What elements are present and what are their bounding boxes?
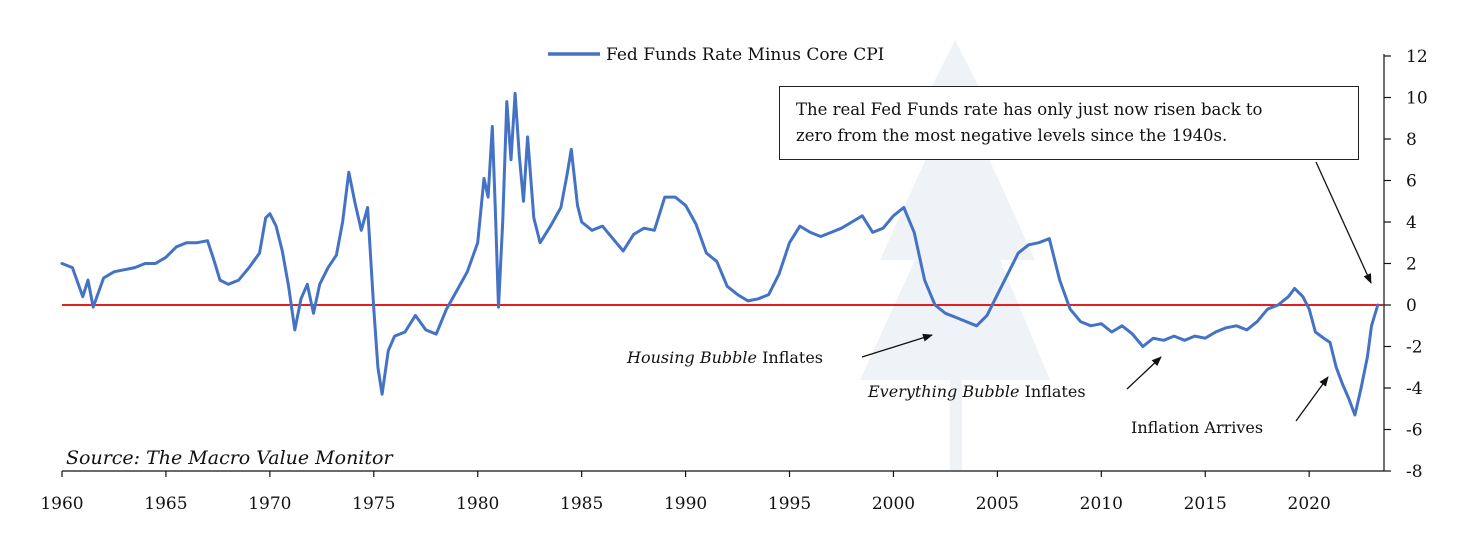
x-tick-label: 2005	[976, 494, 1019, 514]
x-axis-ticks: 1960 1965 1970 1975 1980 1985 1990 1995 2000 2005…	[40, 471, 1331, 514]
callout-box: The real Fed Funds rate has only just no…	[779, 86, 1359, 160]
y-tick-label: 12	[1406, 47, 1428, 67]
series-line-real-fed-funds	[60, 91, 1380, 417]
annotation-housing-bubble: Housing Bubble Inflates	[626, 348, 823, 367]
x-tick-label: 2020	[1288, 494, 1331, 514]
x-tick-label: 2010	[1080, 494, 1123, 514]
x-tick-label: 1980	[456, 494, 499, 514]
arrow-callout	[1315, 161, 1372, 284]
callout-line-2: zero from the most negative levels since…	[796, 126, 1228, 145]
x-tick-label: 1960	[40, 494, 83, 514]
y-axis-ticks: 12 10 8 6 4 2 0 -2 -4 -6 -8	[1384, 47, 1428, 482]
x-tick-label: 1975	[352, 494, 395, 514]
y-tick-label: 2	[1406, 255, 1417, 275]
callout-line-1: The real Fed Funds rate has only just no…	[796, 100, 1263, 119]
annotation-everything-bubble: Everything Bubble Inflates	[867, 382, 1086, 401]
arrow-inflation-arrives	[1295, 376, 1329, 422]
y-tick-label: 0	[1406, 296, 1417, 316]
x-tick-label: 1990	[664, 494, 707, 514]
arrow-housing-bubble	[861, 333, 933, 358]
y-tick-label: -8	[1406, 462, 1423, 482]
y-tick-label: 10	[1406, 89, 1428, 109]
y-tick-label: 4	[1406, 213, 1417, 233]
y-tick-label: -4	[1406, 379, 1423, 399]
x-tick-label: 1985	[560, 494, 603, 514]
y-tick-label: -2	[1406, 338, 1423, 358]
annotation-inflation-arrives: Inflation Arrives	[1131, 418, 1263, 437]
source-note: Source: The Macro Value Monitor	[66, 447, 394, 469]
y-tick-label: 6	[1406, 172, 1417, 192]
x-tick-label: 1965	[144, 494, 187, 514]
y-tick-label: 8	[1406, 130, 1417, 150]
legend-label: Fed Funds Rate Minus Core CPI	[606, 45, 884, 65]
y-tick-label: -6	[1406, 421, 1423, 441]
legend: Fed Funds Rate Minus Core CPI	[548, 45, 884, 65]
arrow-everything-bubble	[1126, 356, 1162, 390]
x-tick-label: 2015	[1184, 494, 1227, 514]
x-tick-label: 2000	[872, 494, 915, 514]
x-tick-label: 1970	[248, 494, 291, 514]
x-tick-label: 1995	[768, 494, 811, 514]
